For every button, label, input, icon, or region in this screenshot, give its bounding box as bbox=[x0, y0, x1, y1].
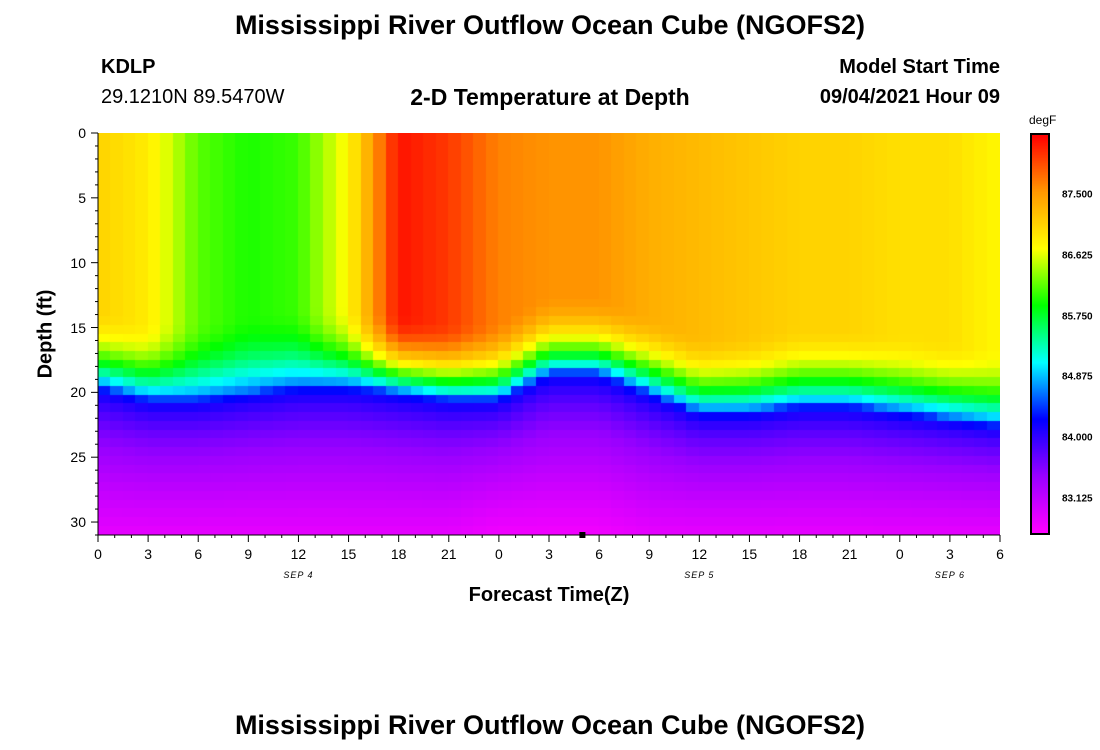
x-tick-label: 21 bbox=[841, 546, 858, 562]
station-id: KDLP bbox=[101, 56, 156, 78]
colorbar-tick-label: 86.625 bbox=[1062, 250, 1093, 262]
x-tick-label: 6 bbox=[595, 546, 604, 562]
x-tick-label: 0 bbox=[94, 546, 102, 562]
date-label: SEP 6 bbox=[934, 570, 965, 580]
x-tick-label: 9 bbox=[244, 546, 253, 562]
colorbar bbox=[1030, 133, 1050, 535]
x-tick-label: 3 bbox=[945, 546, 954, 562]
x-tick-label: 12 bbox=[691, 546, 708, 562]
model-start-value: 09/04/2021 Hour 09 bbox=[819, 86, 1000, 108]
model-start-label: Model Start Time bbox=[839, 56, 1000, 78]
x-tick-label: 3 bbox=[545, 546, 553, 562]
x-tick-label: 6 bbox=[996, 546, 1004, 562]
y-tick-label: 5 bbox=[78, 189, 86, 206]
y-tick-label: 10 bbox=[70, 254, 86, 271]
x-axis-label: Forecast Time(Z) bbox=[468, 584, 630, 606]
date-label: SEP 4 bbox=[283, 570, 314, 580]
x-tick-label: 21 bbox=[440, 546, 457, 562]
x-tick-label: 0 bbox=[895, 546, 904, 562]
colorbar-tick-label: 87.500 bbox=[1062, 189, 1093, 201]
y-tick-label: 15 bbox=[70, 319, 86, 336]
x-tick-label: 0 bbox=[494, 546, 503, 562]
x-tick-label: 12 bbox=[290, 546, 307, 562]
colorbar-unit: degF bbox=[1029, 113, 1057, 127]
x-tick-label: 6 bbox=[194, 546, 203, 562]
y-tick-label: 25 bbox=[70, 449, 86, 466]
chart-title: Mississippi River Outflow Ocean Cube (NG… bbox=[234, 10, 866, 40]
x-tick-label: 3 bbox=[144, 546, 153, 562]
colorbar-tick-label: 85.750 bbox=[1062, 311, 1093, 323]
station-coords: 29.1210N 89.5470W bbox=[101, 86, 285, 108]
y-axis-label: Depth (ft) bbox=[34, 289, 57, 379]
date-label: SEP 5 bbox=[684, 570, 715, 580]
x-tick-label: 15 bbox=[340, 546, 357, 562]
y-tick-label: 0 bbox=[78, 125, 86, 141]
footer-title: Mississippi River Outflow Ocean Cube (NG… bbox=[234, 710, 866, 740]
x-tick-label: 18 bbox=[390, 546, 407, 562]
y-tick-label: 20 bbox=[70, 384, 86, 401]
y-tick-label: 30 bbox=[70, 514, 86, 531]
x-tick-label: 9 bbox=[645, 546, 654, 562]
colorbar-tick-label: 84.000 bbox=[1062, 432, 1093, 444]
temperature-heatmap bbox=[98, 133, 1000, 535]
chart-subtitle: 2-D Temperature at Depth bbox=[410, 84, 690, 110]
x-tick-label: 15 bbox=[741, 546, 758, 562]
x-tick-label: 18 bbox=[791, 546, 808, 562]
colorbar-tick-label: 83.125 bbox=[1062, 493, 1093, 505]
colorbar-tick-label: 84.875 bbox=[1062, 371, 1093, 383]
